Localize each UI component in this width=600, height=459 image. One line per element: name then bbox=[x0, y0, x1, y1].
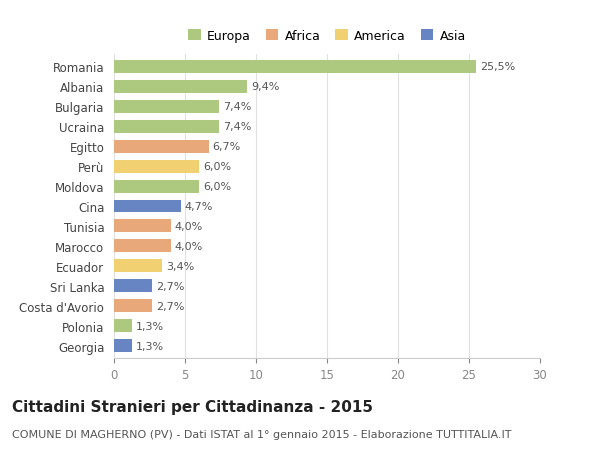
Bar bbox=[114, 200, 181, 213]
Text: 4,0%: 4,0% bbox=[175, 222, 203, 231]
Text: 7,4%: 7,4% bbox=[223, 102, 251, 112]
Text: 6,7%: 6,7% bbox=[212, 142, 241, 152]
Text: 1,3%: 1,3% bbox=[136, 341, 164, 351]
Text: 7,4%: 7,4% bbox=[223, 122, 251, 132]
Bar bbox=[114, 260, 162, 273]
Bar bbox=[114, 220, 171, 233]
Bar bbox=[114, 240, 171, 253]
Bar bbox=[114, 280, 152, 293]
Text: 4,7%: 4,7% bbox=[184, 202, 212, 212]
Text: 9,4%: 9,4% bbox=[251, 82, 280, 92]
Legend: Europa, Africa, America, Asia: Europa, Africa, America, Asia bbox=[188, 30, 466, 43]
Text: 4,0%: 4,0% bbox=[175, 241, 203, 252]
Bar bbox=[114, 101, 219, 113]
Text: 6,0%: 6,0% bbox=[203, 182, 231, 191]
Text: 1,3%: 1,3% bbox=[136, 321, 164, 331]
Text: COMUNE DI MAGHERNO (PV) - Dati ISTAT al 1° gennaio 2015 - Elaborazione TUTTITALI: COMUNE DI MAGHERNO (PV) - Dati ISTAT al … bbox=[12, 429, 511, 439]
Bar bbox=[114, 120, 219, 133]
Text: 3,4%: 3,4% bbox=[166, 261, 194, 271]
Bar bbox=[114, 300, 152, 313]
Bar bbox=[114, 319, 133, 333]
Text: 6,0%: 6,0% bbox=[203, 162, 231, 172]
Bar bbox=[114, 340, 133, 353]
Bar bbox=[114, 160, 199, 173]
Bar bbox=[114, 140, 209, 153]
Bar bbox=[114, 180, 199, 193]
Text: 25,5%: 25,5% bbox=[479, 62, 515, 72]
Bar bbox=[114, 80, 247, 94]
Text: 2,7%: 2,7% bbox=[156, 301, 184, 311]
Text: 2,7%: 2,7% bbox=[156, 281, 184, 291]
Bar bbox=[114, 61, 476, 73]
Text: Cittadini Stranieri per Cittadinanza - 2015: Cittadini Stranieri per Cittadinanza - 2… bbox=[12, 399, 373, 414]
